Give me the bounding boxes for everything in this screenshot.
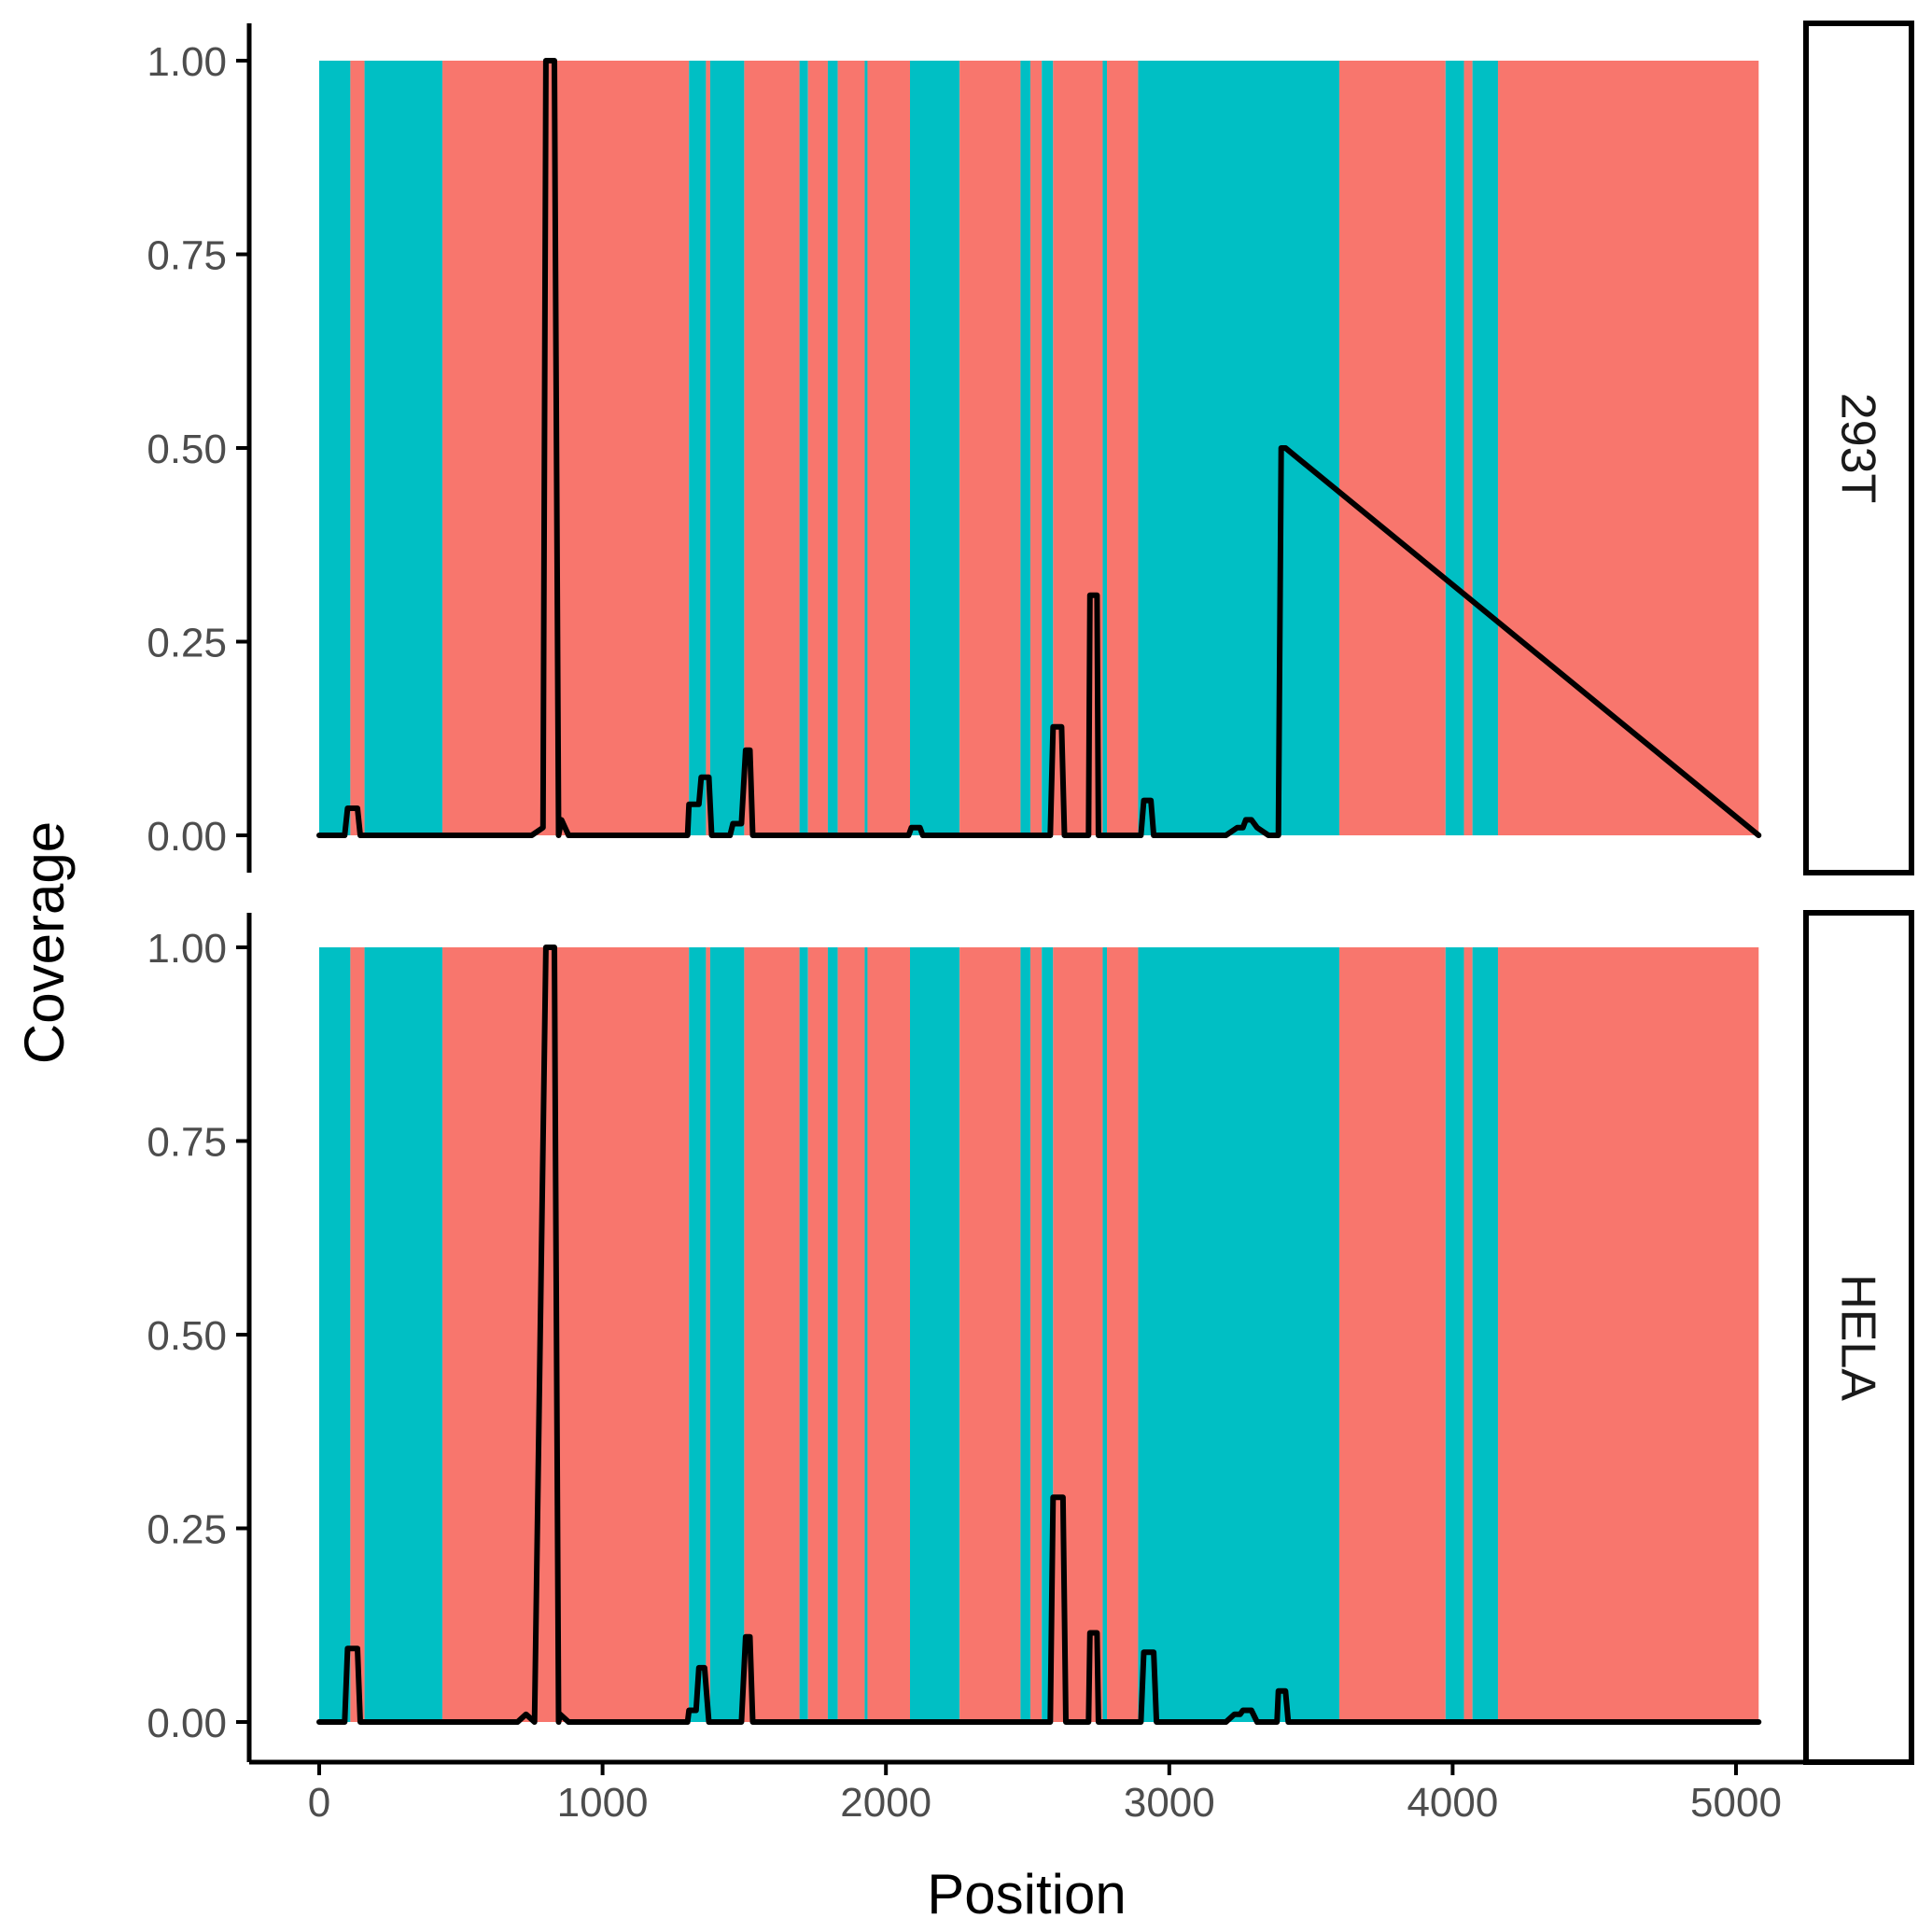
y-tick-label: 1.00 [147,926,227,972]
region-teal [1472,61,1498,835]
y-tick-label: 0.00 [147,814,227,860]
x-tick-label: 4000 [1407,1780,1498,1826]
region-salmon [807,947,828,1722]
region-teal [319,947,351,1722]
panel-0: 0.00 0.25 0.50 0.75 1.00 293T [147,21,1914,875]
x-tick-label: 2000 [840,1780,931,1826]
region-salmon [1497,61,1759,835]
region-teal [1020,61,1031,835]
region-salmon [706,61,710,835]
region-salmon [1030,947,1043,1722]
x-axis: 0 1000 2000 3000 4000 5000 [249,1759,1806,1826]
region-salmon [1053,61,1103,835]
x-axis-title: Position [927,1863,1126,1925]
region-salmon [350,61,365,835]
region-salmon [744,61,800,835]
panel-1: 0.00 0.25 0.50 0.75 1.00 HELA [147,910,1914,1765]
region-teal [319,61,351,835]
region-salmon [706,947,710,1722]
y-tick-label: 0.50 [147,1313,227,1359]
y-tick-label: 0.75 [147,233,227,279]
region-salmon [807,61,828,835]
y-tick-label: 0.25 [147,1507,227,1553]
region-teal [689,947,707,1722]
region-salmon [442,947,690,1722]
region-teal [1138,61,1339,835]
facet-strip-label: 293T [1831,393,1885,504]
region-salmon [1338,947,1446,1722]
region-teal [709,947,745,1722]
region-teal [1102,61,1108,835]
region-teal [1445,947,1464,1722]
region-salmon [350,947,365,1722]
facet-strip [1803,910,1914,1765]
regions [319,61,1759,835]
region-teal [709,61,745,835]
region-salmon [1107,61,1139,835]
region-teal [864,61,868,835]
x-tick-label: 1000 [557,1780,649,1826]
region-salmon [1463,947,1473,1722]
region-salmon [1107,947,1139,1722]
region-salmon [837,61,865,835]
y-tick-label: 0.00 [147,1701,227,1746]
facet-strip [1803,21,1914,875]
region-teal [1102,947,1108,1722]
region-teal [689,61,707,835]
region-salmon [837,947,865,1722]
region-teal [799,947,808,1722]
region-teal [799,61,808,835]
region-salmon [744,947,800,1722]
x-tick-label: 3000 [1124,1780,1215,1826]
region-teal [364,61,443,835]
region-teal [1042,61,1054,835]
region-teal [827,947,838,1722]
region-salmon [1338,61,1446,835]
region-teal [910,947,960,1722]
region-teal [1138,947,1339,1722]
region-teal [827,61,838,835]
region-salmon [867,61,911,835]
region-salmon [1463,61,1473,835]
y-tick-label: 0.25 [147,621,227,666]
region-teal [910,61,960,835]
coverage-line [316,58,1762,838]
region-teal [1445,61,1464,835]
region-salmon [959,61,1021,835]
x-tick-label: 0 [308,1780,330,1826]
region-salmon [867,947,911,1722]
y-tick-label: 0.50 [147,427,227,472]
y-tick-label: 0.75 [147,1120,227,1166]
y-tick-label: 1.00 [147,39,227,85]
region-salmon [1030,61,1043,835]
region-salmon [1053,947,1103,1722]
region-salmon [1497,947,1759,1722]
y-axis-title: Coverage [13,821,76,1064]
region-salmon [442,61,690,835]
regions [319,947,1759,1722]
x-tick-label: 5000 [1690,1780,1782,1826]
region-salmon [959,947,1021,1722]
region-teal [364,947,443,1722]
region-teal [1020,947,1031,1722]
region-teal [1472,947,1498,1722]
coverage-line [316,945,1762,1725]
facet-strip-label: HELA [1831,1274,1885,1401]
region-teal [864,947,868,1722]
